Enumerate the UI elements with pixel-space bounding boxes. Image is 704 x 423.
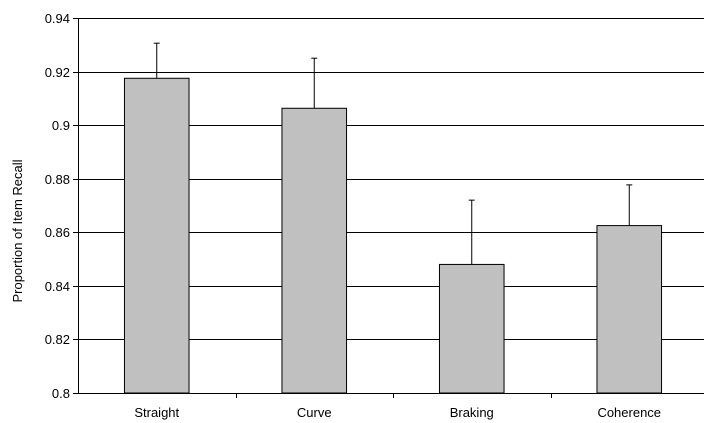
y-tick-label: 0.94 [45,11,70,26]
bar-curve [281,107,348,394]
y-tick-label: 0.82 [45,332,70,347]
axes [78,18,704,398]
y-axis-title: Proportion of Item Recall [10,159,25,302]
y-tick-label: 0.8 [52,386,70,401]
x-tick-label: Curve [297,405,332,420]
bar-coherence [596,225,663,394]
error-bars [153,42,633,265]
bar-braking [438,263,505,394]
x-tick-label: Braking [450,405,494,420]
y-tick-label: 0.88 [45,172,70,187]
bar-straight [123,77,190,394]
y-tick-label: 0.86 [45,225,70,240]
bars [123,77,663,394]
x-tick-label: Straight [134,405,179,420]
y-tick-label: 0.9 [52,118,70,133]
y-tick-label: 0.84 [45,279,70,294]
x-tick-label: Coherence [597,405,661,420]
tick-labels: 0.8 0.82 0.84 0.86 0.88 0.9 0.92 0.94 Straight Cu… [45,11,661,420]
y-tick-label: 0.92 [45,65,70,80]
